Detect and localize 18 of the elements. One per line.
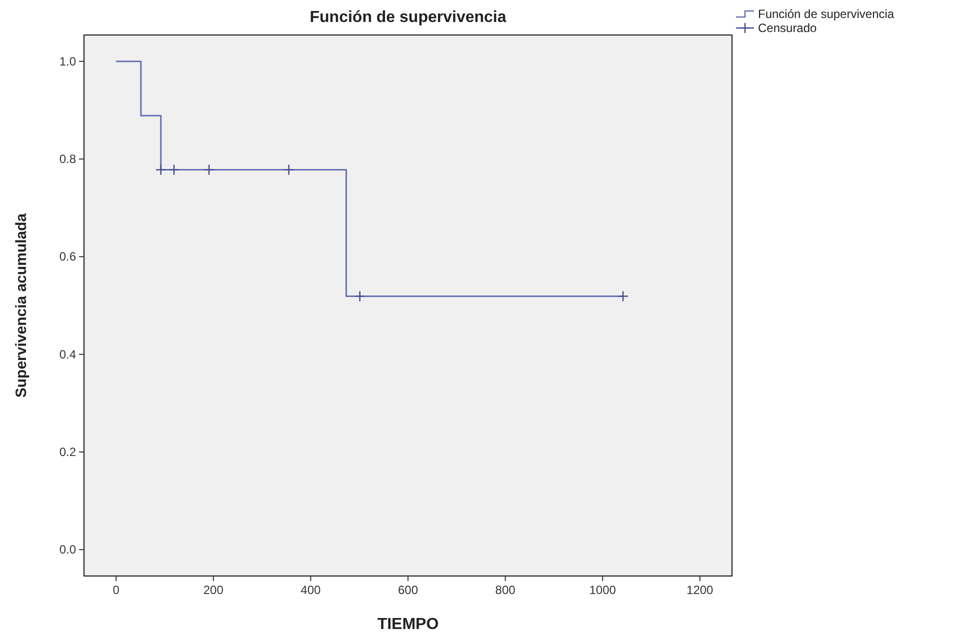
chart-title: Función de supervivencia (310, 9, 506, 26)
x-tick-label: 200 (203, 583, 224, 597)
y-tick-label: 0.2 (59, 444, 76, 459)
y-tick-label: 0.0 (59, 542, 76, 557)
x-axis-title: TIEMPO (377, 616, 439, 633)
x-tick-label: 800 (495, 583, 516, 597)
y-tick-label: 0.6 (59, 250, 76, 264)
x-tick-label: 0 (112, 583, 120, 597)
x-tick-label: 1200 (686, 583, 714, 597)
x-tick-label: 400 (300, 583, 322, 597)
legend-label: Función de supervivencia (758, 7, 894, 21)
y-tick-label: 0.8 (59, 152, 76, 166)
x-tick-label: 600 (398, 583, 418, 597)
legend-label: Censurado (758, 21, 818, 35)
y-tick-label: 0.4 (59, 347, 76, 362)
y-axis-title: Supervivencia acumulada (13, 212, 30, 398)
y-tick-label: 1.0 (59, 54, 76, 68)
x-tick-label: 1000 (589, 583, 616, 597)
